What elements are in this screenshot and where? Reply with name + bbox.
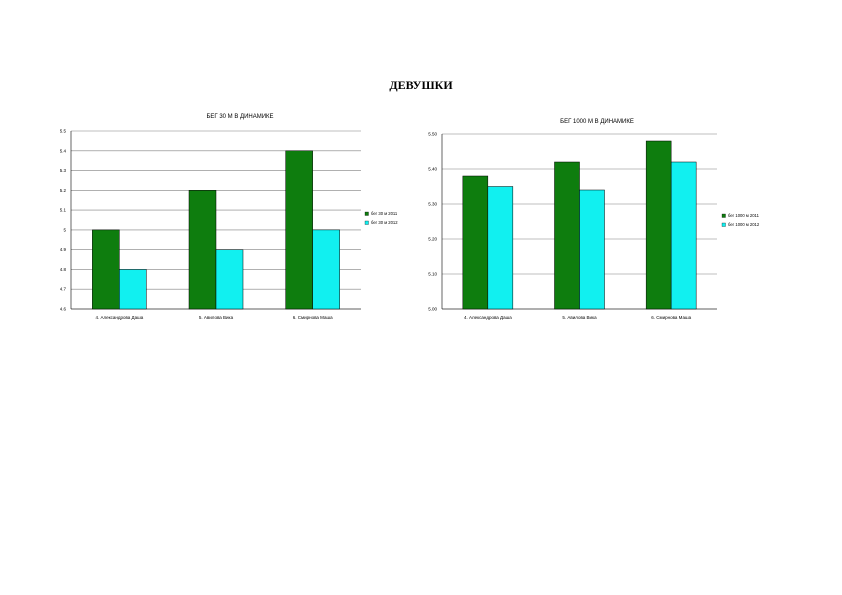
legend-swatch-2 (721, 222, 726, 227)
legend-label-1: бег 30 м 2011 (371, 211, 398, 216)
y-tick-label: 5.30 (428, 202, 437, 207)
x-tick-label: 6. Смирнова Маша (293, 315, 333, 320)
bar-series-1 (188, 190, 217, 310)
bar-series-1 (554, 161, 580, 310)
chart-30m: БЕГ 30 М В ДИНАМИКЕ 4.6 4.7 4.8 4.9 5 5.1 5.2 5… (60, 114, 398, 320)
chart-title: БЕГ 1000 М В ДИНАМИКЕ (560, 119, 634, 125)
y-tick-label: 5 (63, 227, 66, 232)
chart-1000m: БЕГ 1000 М В ДИНАМИКЕ 5.005.105.205.305.… (428, 119, 760, 320)
y-tick-label: 5.10 (428, 272, 437, 277)
plot-area: 5.00 5.10 5.20 5.30 5.40 5.50 4. Александрова … (428, 132, 717, 320)
y-tick-label: 5.4 (60, 148, 66, 153)
y-tick-label: 5.00 (428, 307, 437, 312)
y-tick-label: 5.5 (60, 129, 66, 134)
page-title: ДЕВУШКИ (389, 78, 453, 92)
x-tick-label: 5. Авилова Вика (199, 315, 234, 320)
y-tick-label: 4.7 (60, 287, 66, 292)
bar-series-1 (462, 175, 489, 310)
x-tick-label: 4. Александрова Даша (95, 315, 143, 320)
bar-series-2 (670, 161, 697, 310)
y-tick-label: 5.3 (60, 168, 66, 173)
x-tick-label: 4. Александрова Даша (464, 315, 512, 320)
bar-series-1 (645, 140, 672, 310)
y-tick-label: 4.9 (60, 247, 66, 252)
legend-label-2: бег 30 м 2012 (371, 220, 398, 225)
bar-series-2 (119, 269, 147, 310)
x-tick-label: 5. Авилова Вика (562, 315, 597, 320)
legend: бег 30 м 2011 бег 30 м 2012 (364, 211, 398, 225)
y-tick-label: 5.50 (428, 132, 437, 137)
y-tick-label: 5.20 (428, 237, 437, 242)
bar-series-1 (92, 229, 120, 310)
legend: бег 1000 м 2011 бег 1000 м 2012 (721, 213, 760, 227)
y-tick-label: 5.40 (428, 167, 437, 172)
legend-label-1: бег 1000 м 2011 (728, 213, 760, 218)
chart-title: БЕГ 30 М В ДИНАМИКЕ (206, 114, 273, 120)
y-tick-label: 5.2 (60, 188, 66, 193)
y-tick-label: 5.1 (60, 208, 66, 213)
bar-series-1 (285, 150, 313, 310)
legend-swatch-2 (364, 220, 369, 225)
y-tick-label: 4.8 (60, 267, 66, 272)
legend-swatch-1 (721, 213, 726, 218)
legend-label-2: бег 1000 м 2012 (728, 222, 760, 227)
bar-series-2 (579, 189, 605, 310)
bar-series-2 (312, 229, 340, 310)
bar-series-2 (487, 186, 514, 310)
y-tick-label: 4.6 (60, 307, 66, 312)
plot-area: 4.6 4.7 4.8 4.9 5 5.1 5.2 5.3 5.4 5.5 4. Александр… (60, 129, 361, 320)
legend-swatch-1 (364, 211, 369, 216)
bar-series-2 (215, 249, 244, 310)
x-tick-label: 6. Смирнова Маша (651, 315, 691, 320)
